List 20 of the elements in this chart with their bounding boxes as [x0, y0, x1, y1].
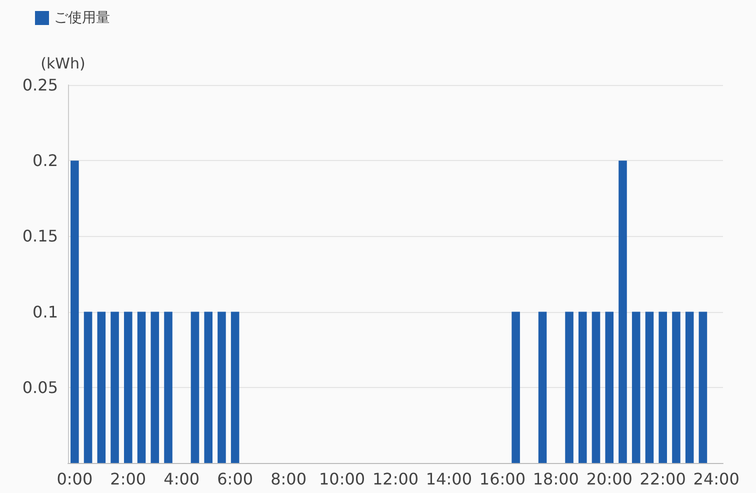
- x-tick-label: 18:00: [532, 470, 579, 488]
- y-tick-label: 0.2: [32, 151, 58, 170]
- x-tick-label: 20:00: [586, 470, 632, 488]
- x-tick-label: 12:00: [372, 470, 419, 488]
- x-tick-label: 24:00: [693, 470, 740, 488]
- y-axis-title: (kWh): [40, 54, 86, 72]
- x-tick-label: 8:00: [270, 470, 307, 488]
- legend-label: ご使用量: [54, 10, 110, 26]
- y-tick-label: 0.1: [32, 302, 58, 322]
- x-tick-label: 22:00: [640, 470, 686, 488]
- x-tick-label: 2:00: [110, 470, 146, 488]
- x-tick-label: 10:00: [318, 470, 366, 488]
- y-tick-label: 0.25: [22, 76, 58, 94]
- y-tick-label: 0.05: [22, 378, 58, 397]
- x-tick-label: 6:00: [217, 470, 254, 488]
- y-tick-label: 0.15: [22, 226, 58, 246]
- x-tick-label: 0:00: [56, 470, 93, 488]
- x-tick-label: 16:00: [479, 470, 526, 488]
- x-tick-label: 4:00: [164, 470, 200, 488]
- x-tick-label: 14:00: [426, 470, 472, 488]
